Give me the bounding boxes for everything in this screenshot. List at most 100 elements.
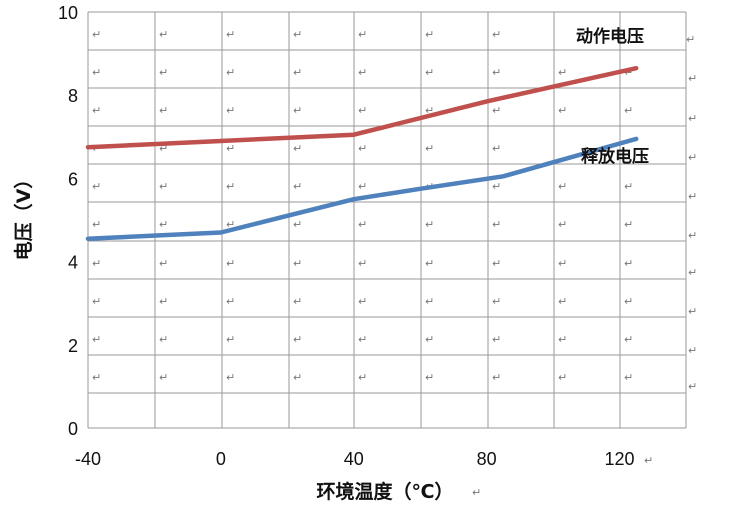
paragraph-mark: ↵ — [226, 28, 235, 41]
paragraph-mark: ↵ — [492, 371, 501, 384]
paragraph-mark: ↵ — [425, 28, 434, 41]
paragraph-mark: ↵ — [358, 104, 367, 117]
paragraph-mark: ↵ — [492, 142, 501, 155]
paragraph-mark: ↵ — [688, 229, 697, 242]
paragraph-mark: ↵ — [226, 257, 235, 270]
paragraph-mark: ↵ — [688, 190, 697, 203]
paragraph-mark: ↵ — [425, 371, 434, 384]
paragraph-mark: ↵ — [159, 180, 168, 193]
paragraph-mark: ↵ — [293, 257, 302, 270]
x-tick-labels: -40 0 40 80 120 — [75, 449, 635, 469]
series-label-operate-voltage: 动作电压 — [576, 26, 644, 47]
series-line-0 — [85, 65, 639, 150]
paragraph-mark: ↵ — [492, 28, 501, 41]
paragraph-mark: ↵ — [92, 333, 101, 346]
paragraph-mark: ↵ — [425, 218, 434, 231]
paragraph-mark: ↵ — [92, 104, 101, 117]
paragraph-mark: ↵ — [293, 104, 302, 117]
paragraph-mark: ↵ — [293, 333, 302, 346]
paragraph-mark: ↵ — [226, 180, 235, 193]
paragraph-mark: ↵ — [624, 180, 633, 193]
paragraph-mark: ↵ — [226, 371, 235, 384]
paragraph-mark: ↵ — [688, 380, 697, 393]
paragraph-mark: ↵ — [358, 371, 367, 384]
paragraph-mark: ↵ — [358, 257, 367, 270]
paragraph-mark: ↵ — [159, 104, 168, 117]
paragraph-mark: ↵ — [425, 104, 434, 117]
paragraph-mark: ↵ — [92, 218, 101, 231]
paragraph-mark: ↵ — [92, 28, 101, 41]
paragraph-mark: ↵ — [492, 257, 501, 270]
paragraph-mark: ↵ — [558, 371, 567, 384]
series-lines — [85, 65, 639, 241]
paragraph-mark: ↵ — [159, 66, 168, 79]
paragraph-mark: ↵ — [624, 104, 633, 117]
paragraph-mark: ↵ — [688, 344, 697, 357]
paragraph-mark: ↵ — [624, 66, 633, 79]
paragraph-mark: ↵ — [624, 371, 633, 384]
paragraph-mark: ↵ — [159, 218, 168, 231]
paragraph-mark: ↵ — [644, 454, 653, 467]
paragraph-mark: ↵ — [226, 66, 235, 79]
y-axis-label: 电压（V） — [12, 170, 35, 261]
paragraph-mark: ↵ — [492, 66, 501, 79]
paragraph-mark: ↵ — [624, 257, 633, 270]
paragraph-mark: ↵ — [159, 257, 168, 270]
paragraph-mark: ↵ — [624, 218, 633, 231]
paragraph-mark: ↵ — [558, 257, 567, 270]
y-tick-labels: 0 2 4 6 8 10 — [58, 3, 78, 439]
paragraph-mark: ↵ — [293, 371, 302, 384]
paragraph-mark: ↵ — [492, 218, 501, 231]
paragraph-mark: ↵ — [293, 180, 302, 193]
paragraph-mark: ↵ — [358, 28, 367, 41]
paragraph-mark: ↵ — [226, 218, 235, 231]
grid-lines — [87, 11, 687, 429]
paragraph-mark: ↵ — [358, 180, 367, 193]
paragraph-mark: ↵ — [358, 142, 367, 155]
paragraph-mark: ↵ — [293, 218, 302, 231]
x-axis-label: 环境温度（℃） — [316, 480, 453, 503]
paragraph-mark: ↵ — [624, 295, 633, 308]
paragraph-mark: ↵ — [226, 295, 235, 308]
paragraph-mark: ↵ — [358, 66, 367, 79]
paragraph-mark: ↵ — [688, 151, 697, 164]
paragraph-mark: ↵ — [226, 142, 235, 155]
paragraph-mark: ↵ — [159, 333, 168, 346]
y-tick-label: 10 — [58, 3, 78, 23]
y-tick-label: 4 — [68, 253, 78, 273]
paragraph-mark: ↵ — [293, 28, 302, 41]
y-tick-label: 2 — [68, 336, 78, 356]
paragraph-mark: ↵ — [159, 371, 168, 384]
y-tick-label: 0 — [68, 419, 78, 439]
x-tick-label: 80 — [477, 449, 497, 469]
series-label-release-voltage: 释放电压 — [581, 146, 649, 167]
paragraph-mark: ↵ — [92, 371, 101, 384]
paragraph-mark: ↵ — [425, 142, 434, 155]
paragraph-mark: ↵ — [425, 295, 434, 308]
paragraph-mark: ↵ — [558, 333, 567, 346]
paragraph-mark: ↵ — [688, 72, 697, 85]
y-tick-label: 8 — [68, 86, 78, 106]
paragraph-mark: ↵ — [624, 333, 633, 346]
paragraph-mark: ↵ — [688, 266, 697, 279]
paragraph-mark: ↵ — [92, 295, 101, 308]
paragraph-mark: ↵ — [558, 104, 567, 117]
paragraph-mark: ↵ — [688, 112, 697, 125]
x-tick-label: 120 — [605, 449, 635, 469]
paragraph-mark: ↵ — [358, 295, 367, 308]
paragraph-mark: ↵ — [558, 295, 567, 308]
paragraph-mark: ↵ — [293, 295, 302, 308]
paragraph-mark: ↵ — [425, 66, 434, 79]
x-tick-label: -40 — [75, 449, 101, 469]
paragraph-mark: ↵ — [686, 33, 695, 46]
paragraph-mark: ↵ — [92, 257, 101, 270]
paragraph-mark: ↵ — [159, 142, 168, 155]
paragraph-mark: ↵ — [492, 295, 501, 308]
paragraph-mark: ↵ — [492, 104, 501, 117]
paragraph-mark: ↵ — [492, 333, 501, 346]
paragraph-mark: ↵ — [226, 104, 235, 117]
paragraph-mark: ↵ — [425, 257, 434, 270]
paragraph-mark: ↵ — [159, 28, 168, 41]
x-tick-label: 0 — [216, 449, 226, 469]
